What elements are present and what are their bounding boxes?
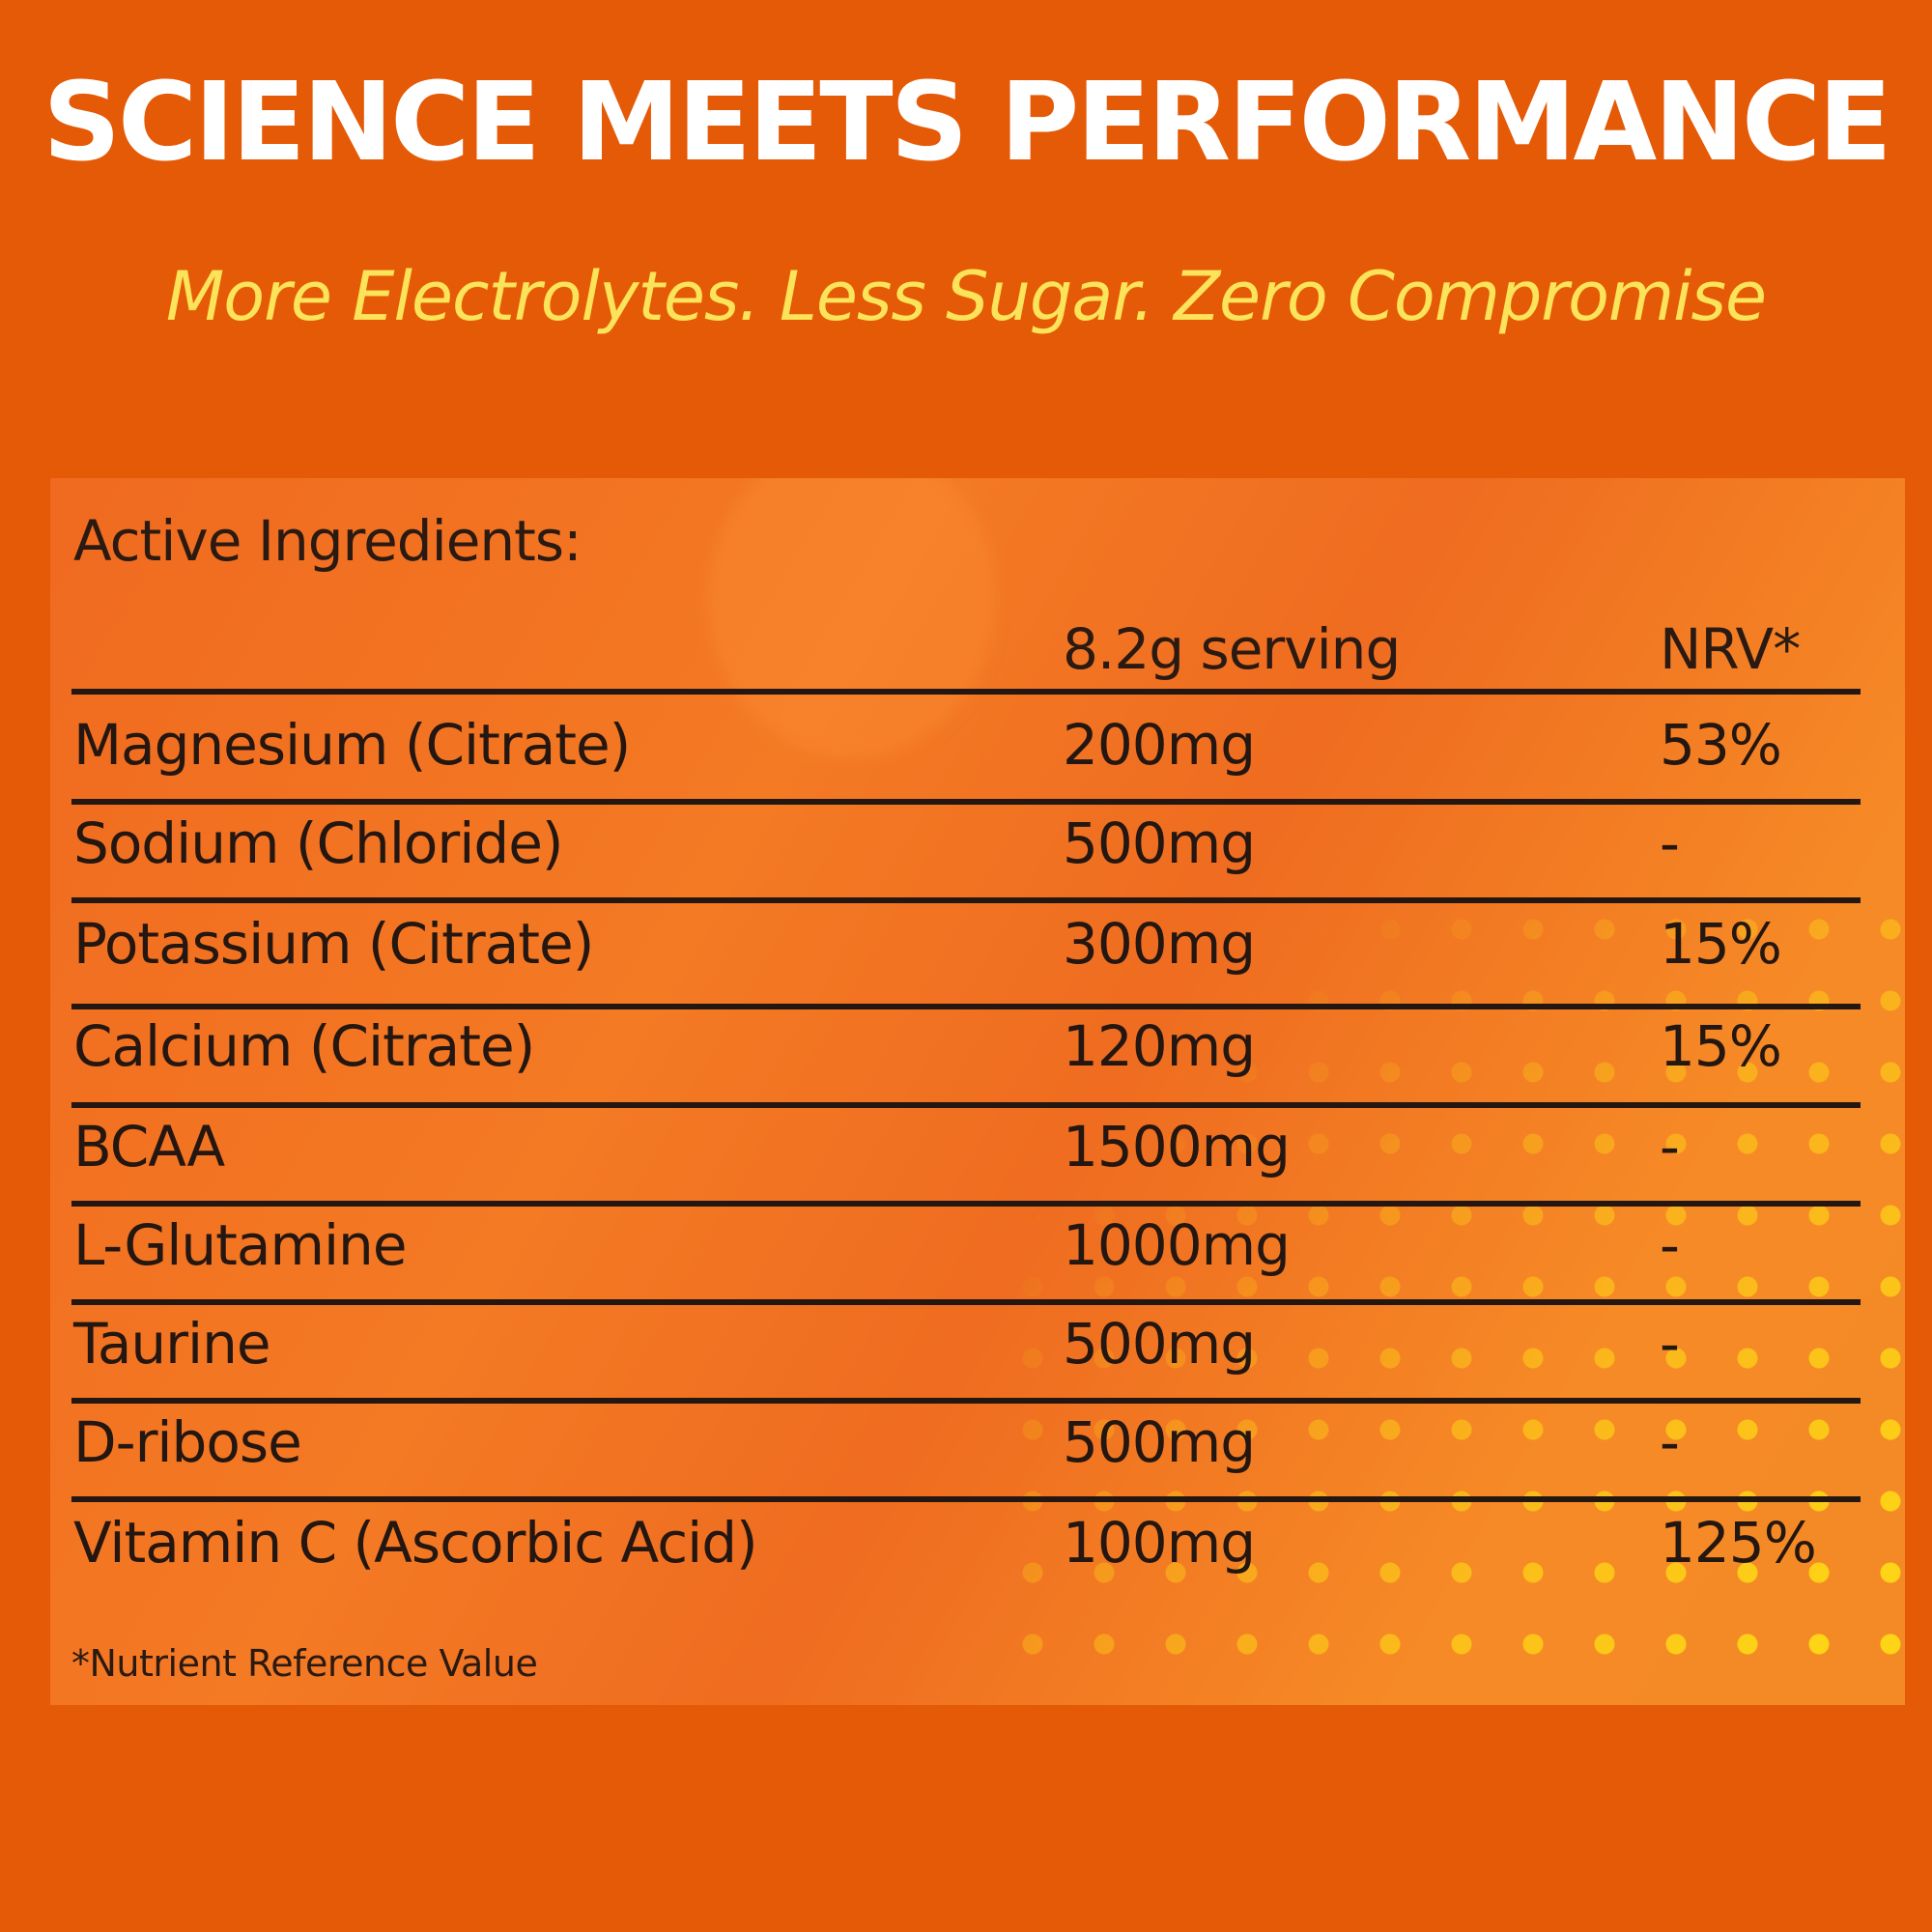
ingredient-name: Sodium (Chloride) xyxy=(73,810,564,876)
ingredient-amount: 500mg xyxy=(1063,810,1256,876)
ingredient-name: Vitamin C (Ascorbic Acid) xyxy=(73,1510,758,1576)
ingredient-nrv: - xyxy=(1660,1311,1680,1377)
table-row: Calcium (Citrate) 120mg 15% xyxy=(71,1004,1861,1102)
decorative-glow xyxy=(707,478,997,758)
tagline: More Electrolytes. Less Sugar. Zero Comp… xyxy=(165,257,1767,336)
column-header-amount: 8.2g serving xyxy=(1063,616,1401,682)
table-row: BCAA 1500mg - xyxy=(71,1102,1861,1201)
ingredient-amount: 1500mg xyxy=(1063,1114,1291,1179)
table-row: L-Glutamine 1000mg - xyxy=(71,1201,1861,1299)
ingredients-panel: Active Ingredients: 8.2g serving NRV* Ma… xyxy=(50,478,1905,1705)
ingredient-name: Potassium (Citrate) xyxy=(73,911,594,977)
footnote: *Nutrient Reference Value xyxy=(71,1642,538,1685)
ingredient-amount: 1000mg xyxy=(1063,1212,1291,1278)
ingredient-nrv: - xyxy=(1660,1212,1680,1278)
ingredient-amount: 500mg xyxy=(1063,1409,1256,1475)
ingredient-amount: 120mg xyxy=(1063,1013,1256,1079)
ingredients-table: Magnesium (Citrate) 200mg 53% Sodium (Ch… xyxy=(71,689,1861,1603)
table-row: Potassium (Citrate) 300mg 15% xyxy=(71,897,1861,1004)
table-row: Vitamin C (Ascorbic Acid) 100mg 125% xyxy=(71,1496,1861,1603)
ingredient-nrv: 15% xyxy=(1660,1013,1782,1079)
ingredient-nrv: - xyxy=(1660,810,1680,876)
ingredient-nrv: - xyxy=(1660,1409,1680,1475)
table-row: Taurine 500mg - xyxy=(71,1299,1861,1398)
ingredient-nrv: - xyxy=(1660,1114,1680,1179)
ingredient-amount: 100mg xyxy=(1063,1510,1256,1576)
ingredient-nrv: 53% xyxy=(1660,712,1782,778)
ingredient-name: D-ribose xyxy=(73,1409,302,1475)
table-row: D-ribose 500mg - xyxy=(71,1398,1861,1496)
ingredient-name: Taurine xyxy=(73,1311,271,1377)
page-title: SCIENCE MEETS PERFORMANCE xyxy=(43,60,1891,185)
ingredient-amount: 200mg xyxy=(1063,712,1256,778)
ingredient-name: BCAA xyxy=(73,1114,225,1179)
table-row: Sodium (Chloride) 500mg - xyxy=(71,799,1861,897)
table-row: Magnesium (Citrate) 200mg 53% xyxy=(71,689,1861,799)
ingredient-amount: 300mg xyxy=(1063,911,1256,977)
ingredient-name: Magnesium (Citrate) xyxy=(73,712,631,778)
ingredient-nrv: 125% xyxy=(1660,1510,1817,1576)
ingredient-name: Calcium (Citrate) xyxy=(73,1013,535,1079)
ingredient-nrv: 15% xyxy=(1660,911,1782,977)
column-header-nrv: NRV* xyxy=(1660,616,1801,682)
ingredient-amount: 500mg xyxy=(1063,1311,1256,1377)
ingredients-heading: Active Ingredients: xyxy=(73,508,582,574)
ingredient-name: L-Glutamine xyxy=(73,1212,408,1278)
